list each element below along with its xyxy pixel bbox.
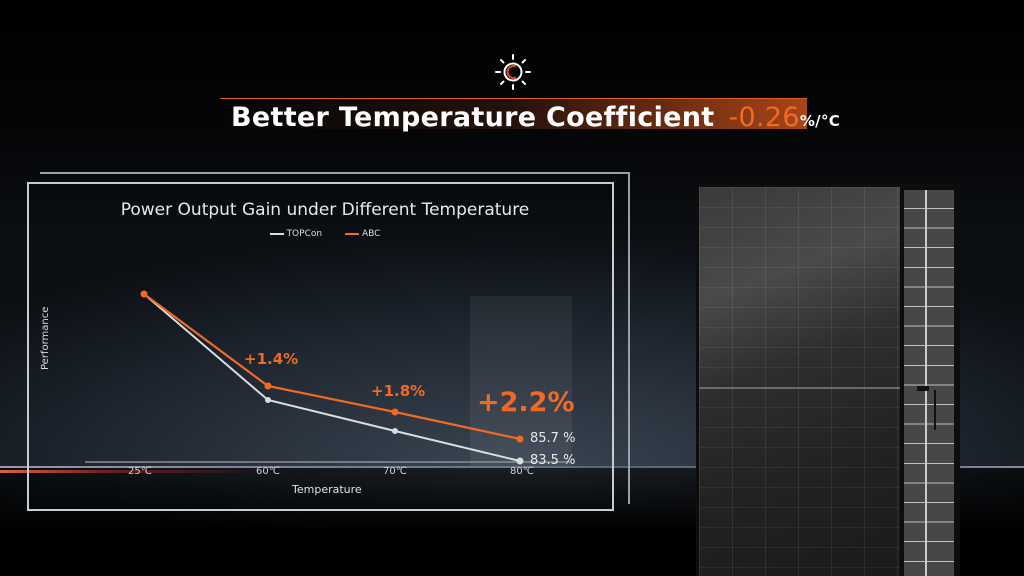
panel-cable [934, 390, 940, 430]
gain-60c: +1.4% [244, 350, 299, 368]
chart-frame [27, 182, 614, 511]
title-highlight-bar [220, 98, 807, 129]
x-tick-80c: 80℃ [510, 466, 534, 477]
x-tick-60c: 60℃ [256, 466, 280, 477]
legend-abc-swatch [344, 232, 359, 235]
abc-series-line [143, 293, 521, 441]
gain-80c: +2.2% [477, 387, 575, 418]
x-tick-70c: 70℃ [383, 466, 407, 477]
solar-panel-back [904, 190, 954, 576]
chart-title: Power Output Gain under Different Temper… [120, 200, 530, 220]
page-title: Better Temperature Coefficient -0.26%/°C [231, 102, 840, 133]
coefficient-value: -0.26 [728, 102, 800, 133]
x-axis-label: Temperature [292, 483, 362, 496]
solar-panel-front [699, 187, 900, 576]
abc-end-value: 85.7 % [530, 431, 576, 446]
title-text: Better Temperature Coefficient [231, 102, 715, 133]
chart-legend: TOPCon ABC [0, 229, 650, 239]
sun-thermometer-icon [495, 54, 531, 90]
junction-box [917, 386, 929, 391]
gain-70c: +1.8% [371, 382, 426, 400]
legend-topcon-swatch [269, 232, 284, 235]
light-streak [0, 470, 260, 473]
abc-points [140, 290, 524, 443]
legend-topcon: TOPCon [269, 229, 322, 239]
x-tick-25c: 25℃ [128, 466, 152, 477]
horizon-line [0, 466, 1024, 468]
chart-frame-accent [40, 172, 630, 504]
coefficient-unit: %/°C [799, 112, 841, 130]
topcon-points [265, 397, 524, 465]
topcon-end-value: 83.5 % [530, 453, 576, 468]
topcon-series-line [143, 293, 521, 462]
legend-abc: ABC [344, 229, 380, 239]
solar-panel-seam [699, 387, 900, 389]
